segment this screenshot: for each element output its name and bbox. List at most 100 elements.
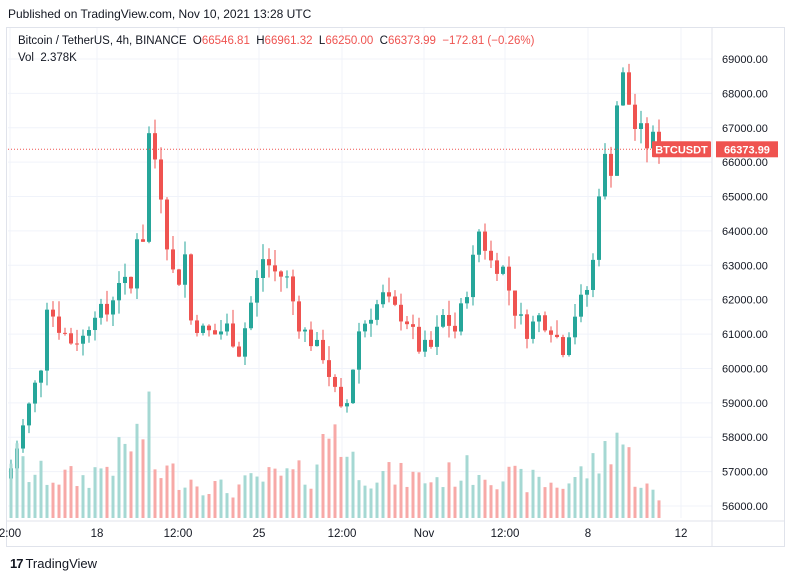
volume-bar (639, 487, 643, 518)
candle-body (303, 329, 307, 332)
volume-bar (129, 451, 133, 518)
volume-bar (57, 484, 61, 518)
candle-body (183, 254, 187, 285)
candle-body (513, 290, 517, 316)
symbol-tag (652, 141, 711, 158)
y-tick-label: 65000.00 (722, 192, 768, 204)
candle-body (69, 333, 73, 344)
y-tick-label: 56000.00 (722, 501, 768, 513)
volume-bar (417, 472, 421, 518)
volume-bar (537, 476, 541, 518)
y-tick-label: 63000.00 (722, 260, 768, 272)
candle-body (417, 326, 421, 352)
candle-body (81, 335, 85, 344)
chart-frame (6, 27, 785, 547)
volume-bar (201, 495, 205, 518)
volume-bar (621, 444, 625, 518)
volume-bar (411, 471, 415, 518)
volume-bar (177, 489, 181, 518)
volume-bar (657, 500, 661, 518)
candle-body (633, 104, 637, 129)
volume-bar (381, 471, 385, 518)
volume-bar (297, 460, 301, 518)
candle-body (387, 292, 391, 297)
candle-body (321, 339, 325, 361)
volume-bar (51, 482, 55, 518)
volume-bar (387, 462, 391, 518)
volume-bar (633, 486, 637, 518)
candle-body (609, 153, 613, 176)
volume-bar (63, 469, 67, 518)
volume-bar (549, 482, 553, 518)
candle-body (441, 314, 445, 327)
candle-body (99, 303, 103, 318)
volume-bar (525, 492, 529, 518)
candle-body (375, 304, 379, 320)
candle-body (381, 292, 385, 305)
volume-bar (423, 483, 427, 518)
candle-body (345, 403, 349, 407)
volume-bar (255, 476, 259, 518)
volume-bar (591, 453, 595, 518)
candle-body (333, 376, 337, 387)
volume-bar (39, 460, 43, 518)
candle-body (249, 302, 253, 329)
y-tick-label: 57000.00 (722, 467, 768, 479)
y-tick-label: 58000.00 (722, 432, 768, 444)
candle-body (165, 199, 169, 250)
volume-bar (399, 462, 403, 518)
candle-body (597, 196, 601, 260)
volume-bar (285, 468, 289, 518)
volume-bar (567, 483, 571, 518)
volume-bar (243, 475, 247, 518)
volume-bar (573, 477, 577, 518)
candle-body (483, 231, 487, 251)
volume-bar (615, 432, 619, 518)
candle-body (33, 382, 37, 404)
open-value: 66546.81 (201, 35, 250, 47)
candle-body (525, 314, 529, 339)
low-label: L (318, 35, 326, 47)
candle-body (429, 339, 433, 347)
candle-body (195, 320, 199, 333)
volume-bar (123, 443, 127, 518)
candle-body (471, 254, 475, 298)
candle-body (645, 123, 649, 149)
y-tick-label: 67000.00 (722, 123, 768, 135)
candle-body (651, 131, 655, 149)
y-tick-label: 64000.00 (722, 226, 768, 238)
candle-body (351, 369, 355, 404)
volume-bar (135, 423, 139, 518)
volume-bar (189, 479, 193, 518)
volume-bar (363, 485, 367, 518)
candle-body (243, 328, 247, 357)
last-price-tag (716, 141, 778, 158)
candle-body (225, 323, 229, 332)
candle-body (309, 329, 313, 347)
candle-body (627, 72, 631, 105)
candle-body (129, 276, 133, 289)
candle-body (87, 330, 91, 336)
volume-bar (15, 443, 19, 518)
volume-bar (165, 465, 169, 518)
tradingview-brand[interactable]: 17 TradingView (10, 556, 97, 571)
volume-bar (477, 474, 481, 518)
volume-bar (261, 481, 265, 518)
candle-body (369, 319, 373, 324)
published-caption: Published on TradingView.com, Nov 10, 20… (8, 7, 312, 21)
volume-bar (9, 463, 13, 518)
candle-body (615, 105, 619, 176)
candle-body (549, 330, 553, 335)
candle-body (411, 324, 415, 327)
volume-bar (507, 466, 511, 518)
volume-bar (159, 478, 163, 518)
candle-body (477, 231, 481, 255)
candle-body (111, 300, 115, 315)
candle-body (117, 283, 121, 301)
candle-body (297, 301, 301, 332)
candle-body (507, 266, 511, 291)
candle-body (339, 386, 343, 407)
volume-bar (543, 487, 547, 518)
volume-bar (441, 487, 445, 518)
